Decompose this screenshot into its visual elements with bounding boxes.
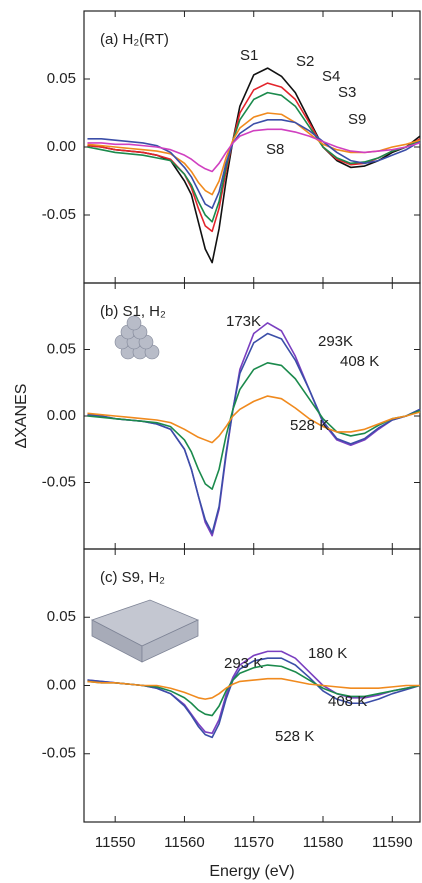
- y-tick-label: 0.00: [47, 138, 76, 155]
- series-label: 528 K: [275, 728, 314, 745]
- x-tick-label: 11590: [372, 834, 413, 851]
- plot-frame: [83, 548, 421, 823]
- series-label: S8: [266, 141, 284, 158]
- data-line: [87, 82, 421, 233]
- data-line: [87, 67, 421, 264]
- y-tick-label: 0.05: [47, 340, 76, 357]
- panel-title: (a) H₂(RT): [100, 31, 169, 48]
- data-line: [87, 677, 420, 700]
- y-tick-label: 0.05: [47, 608, 76, 625]
- series-label: S4: [322, 68, 340, 85]
- x-tick-label: 11560: [164, 834, 205, 851]
- y-tick-label: -0.05: [42, 473, 76, 490]
- data-line: [87, 112, 421, 196]
- panel-title: (b) S1, H₂: [100, 303, 166, 320]
- y-tick-label: 0.00: [47, 407, 76, 424]
- series-label: S3: [338, 84, 356, 101]
- x-tick-label: 11550: [95, 834, 136, 851]
- x-tick-label: 11570: [233, 834, 274, 851]
- series-label: 173K: [226, 313, 261, 330]
- data-line: [87, 91, 421, 223]
- panel-title: (c) S9, H₂: [100, 569, 165, 586]
- data-line: [87, 362, 421, 490]
- y-tick-label: -0.05: [42, 206, 76, 223]
- series-label: 408 K: [340, 353, 379, 370]
- x-axis-label: Energy (eV): [209, 863, 294, 880]
- y-tick-label: -0.05: [42, 745, 76, 762]
- series-label: 408 K: [328, 693, 367, 710]
- series-label: 293K: [318, 333, 353, 350]
- data-line: [87, 664, 421, 717]
- series-label: S2: [296, 53, 314, 70]
- x-tick-label: 11580: [303, 834, 344, 851]
- series-label: 293 K: [224, 655, 263, 672]
- y-tick-label: 0.05: [47, 70, 76, 87]
- series-label: S9: [348, 111, 366, 128]
- series-label: 528 K: [290, 417, 329, 434]
- cluster-inset-b: [114, 315, 160, 360]
- series-label: 180 K: [308, 645, 347, 662]
- data-line: [87, 128, 421, 173]
- y-axis-label: ΔXANES: [13, 384, 30, 449]
- data-line: [87, 395, 421, 444]
- y-tick-label: 0.00: [47, 676, 76, 693]
- series-label: S1: [240, 47, 258, 64]
- cluster-inset-c: [90, 599, 199, 663]
